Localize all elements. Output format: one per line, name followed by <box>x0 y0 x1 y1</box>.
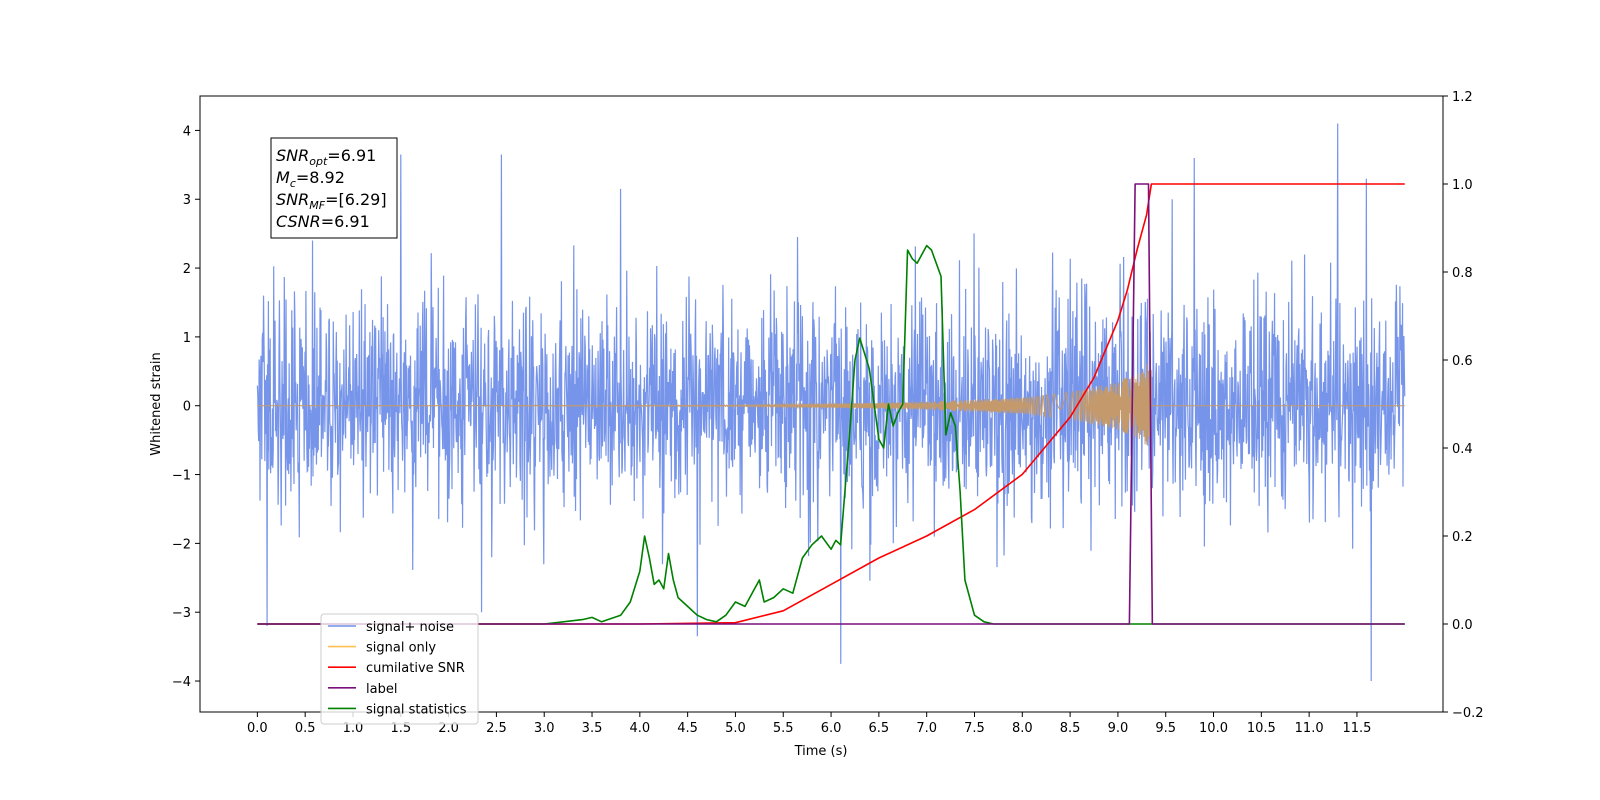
series-signal-statistics <box>257 244 1405 625</box>
x-tick-label: 0.0 <box>247 721 268 736</box>
y-tick-label: −3 <box>172 606 191 621</box>
y-axis-label: Whitened strain <box>149 352 164 455</box>
y2-tick-label: 1.0 <box>1452 178 1473 193</box>
x-tick-label: 4.5 <box>677 721 698 736</box>
y2-tick-label: −0.2 <box>1452 706 1484 721</box>
series-layer <box>256 123 1406 682</box>
x-tick-label: 8.0 <box>1012 721 1033 736</box>
annotation-line: CSNR=6.91 <box>276 212 370 231</box>
y-tick-label: −1 <box>172 469 191 484</box>
x-tick-label: 2.5 <box>486 721 507 736</box>
y-tick-label: 1 <box>183 331 191 346</box>
y2-tick-label: 0.6 <box>1452 354 1473 369</box>
x-tick-label: 7.5 <box>964 721 985 736</box>
y-tick-label: 4 <box>183 124 191 139</box>
x-tick-label: 8.5 <box>1060 721 1081 736</box>
x-tick-label: 6.0 <box>821 721 842 736</box>
series-signal-only <box>257 363 1405 446</box>
y-axis-left: −4 −3 −2 −1 0 1 2 3 4 <box>172 124 200 690</box>
y-tick-label: 0 <box>183 400 191 415</box>
y2-tick-label: 0.2 <box>1452 530 1473 545</box>
y-tick-label: −2 <box>172 537 191 552</box>
y2-tick-label: 0.4 <box>1452 442 1473 457</box>
annotation-frame <box>270 137 398 239</box>
annotation-line: SNRMF=[6.29] <box>276 190 387 212</box>
x-tick-label: 3.5 <box>582 721 603 736</box>
legend-frame <box>320 613 479 725</box>
x-axis: 0.0 0.5 1.0 1.5 2.0 2.5 3.0 3.5 4.0 4.5 5.0 5.5 6.0 6… <box>247 712 1371 736</box>
series-signal-plus-noise <box>256 123 1406 682</box>
y-tick-label: −4 <box>172 675 191 690</box>
x-tick-label: 1.5 <box>390 721 411 736</box>
x-tick-label: 3.0 <box>534 721 555 736</box>
x-tick-label: 1.0 <box>343 721 364 736</box>
legend-label: label <box>366 682 397 697</box>
x-tick-label: 9.5 <box>1155 721 1176 736</box>
x-tick-label: 5.5 <box>773 721 794 736</box>
x-tick-label: 10.0 <box>1199 721 1228 736</box>
annotation-line: SNRopt=6.91 <box>276 146 376 168</box>
x-tick-label: 0.5 <box>295 721 316 736</box>
series-label <box>257 183 1405 625</box>
series-cumilative-snr <box>257 183 1405 625</box>
x-tick-label: 6.5 <box>869 721 890 736</box>
plot-frame <box>199 95 1444 713</box>
x-tick-label: 7.0 <box>916 721 937 736</box>
legend-label: signal+ noise <box>366 620 454 635</box>
y-tick-label: 3 <box>183 193 191 208</box>
legend-label: signal statistics <box>366 702 467 717</box>
x-tick-label: 2.0 <box>438 721 459 736</box>
y-axis-right: −0.2 0.0 0.2 0.4 0.6 0.8 1.0 1.2 <box>1443 90 1484 721</box>
y-tick-label: 2 <box>183 262 191 277</box>
x-axis-label: Time (s) <box>794 744 848 759</box>
legend-label: cumilative SNR <box>366 661 465 676</box>
y2-tick-label: 1.2 <box>1452 90 1473 105</box>
x-tick-label: 11.0 <box>1295 721 1324 736</box>
x-tick-label: 9.0 <box>1108 721 1129 736</box>
legend: signal+ noise signal only cumilative SNR la… <box>320 613 479 725</box>
annotation-line: Mc=8.92 <box>276 168 345 190</box>
legend-label: signal only <box>366 641 436 656</box>
x-tick-label: 4.0 <box>629 721 650 736</box>
x-tick-label: 5.0 <box>725 721 746 736</box>
y2-tick-label: 0.8 <box>1452 266 1473 281</box>
x-tick-label: 11.5 <box>1342 721 1371 736</box>
y2-tick-label: 0.0 <box>1452 618 1473 633</box>
x-tick-label: 10.5 <box>1247 721 1276 736</box>
